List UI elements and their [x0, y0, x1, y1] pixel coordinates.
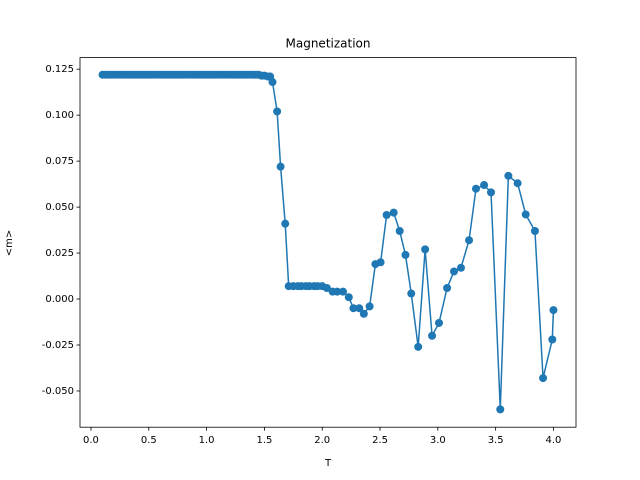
y-tick-label: 0.050 [45, 202, 74, 213]
x-axis-label: T [324, 458, 332, 469]
data-point [268, 78, 277, 87]
y-axis-label: <m> [4, 230, 15, 257]
data-point [480, 181, 489, 190]
plot-frame [79, 57, 577, 428]
data-point [428, 331, 437, 340]
data-point [487, 188, 496, 197]
data-point [273, 107, 282, 116]
data-point [359, 309, 368, 318]
y-tick-label: 0.125 [45, 64, 74, 75]
data-point [276, 162, 285, 171]
x-tick-label: 1.5 [256, 435, 272, 446]
data-point [395, 226, 404, 235]
data-point [434, 318, 443, 327]
data-point [344, 293, 353, 302]
y-tick-label: -0.050 [42, 386, 74, 397]
data-point [333, 287, 342, 296]
data-point [322, 284, 331, 293]
x-tick-label: 1.0 [199, 435, 215, 446]
data-point [456, 263, 465, 272]
data-point [465, 236, 474, 245]
data-point [504, 171, 513, 180]
y-tick-label: 0.100 [45, 110, 74, 121]
y-tick-label: -0.025 [42, 340, 74, 351]
data-point [355, 304, 364, 313]
x-tick-label: 4.0 [546, 435, 562, 446]
data-point [443, 284, 452, 293]
data-point [414, 342, 423, 351]
data-point [496, 405, 505, 414]
data-point [281, 219, 290, 228]
chart-title: Magnetization [286, 37, 371, 51]
x-tick-label: 2.0 [314, 435, 330, 446]
data-point [549, 306, 558, 315]
x-tick-label: 3.0 [430, 435, 446, 446]
data-point [365, 302, 374, 311]
data-point [521, 210, 530, 219]
data-point [513, 179, 522, 188]
data-point [530, 226, 539, 235]
y-tick-label: 0.025 [45, 248, 74, 259]
data-point [548, 335, 557, 344]
data-point [421, 245, 430, 254]
x-tick-label: 0.5 [141, 435, 157, 446]
data-point [389, 208, 398, 217]
y-tick-label: 0.075 [45, 156, 74, 167]
data-point [450, 267, 459, 276]
x-tick-label: 3.5 [488, 435, 504, 446]
data-point [539, 374, 548, 383]
y-tick-label: 0.000 [45, 294, 74, 305]
data-point [471, 184, 480, 193]
data-point [349, 304, 358, 313]
data-point [382, 211, 391, 220]
x-tick-label: 0.0 [83, 435, 99, 446]
x-tick-label: 2.5 [372, 435, 388, 446]
data-point [376, 258, 385, 267]
data-point [407, 289, 416, 298]
data-point [401, 250, 410, 259]
data-point [339, 287, 348, 296]
